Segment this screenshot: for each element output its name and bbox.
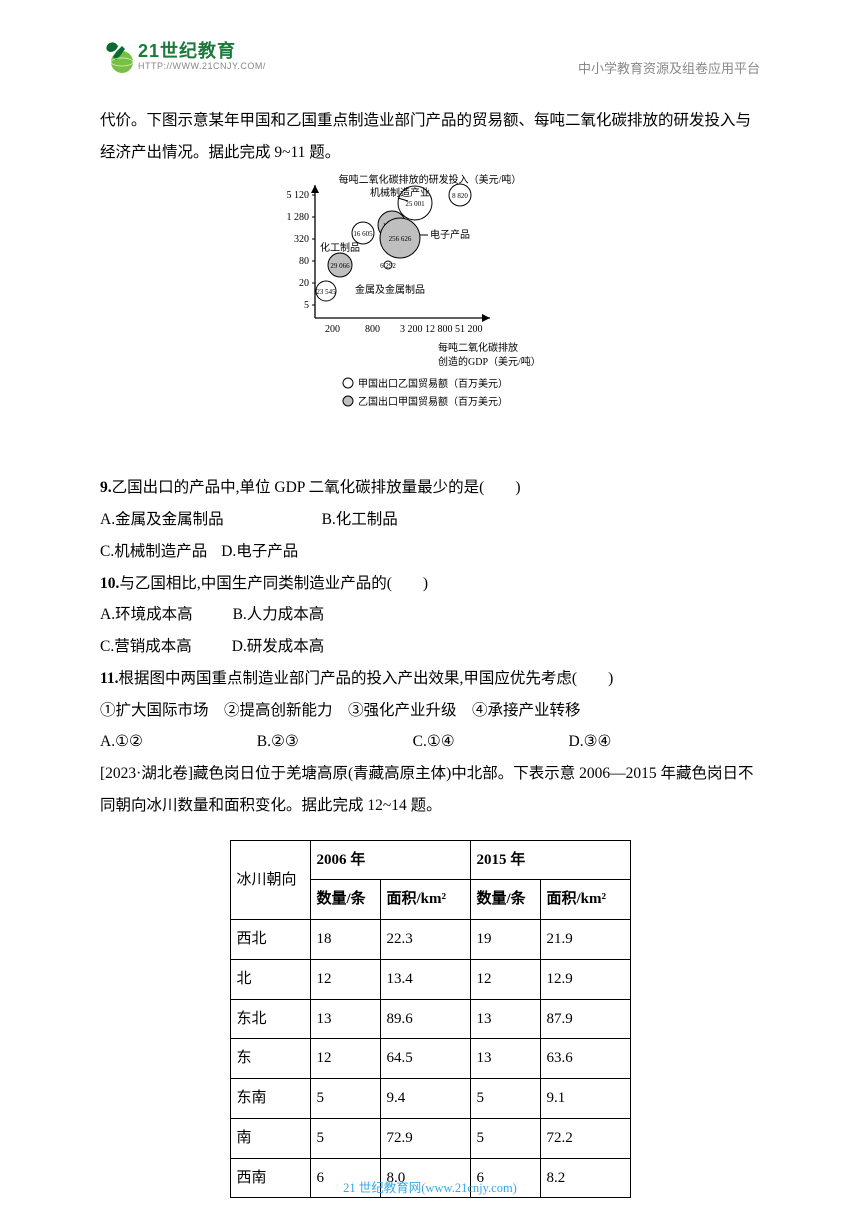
intro-text: 代价。下图示意某年甲国和乙国重点制造业部门产品的贸易额、每吨二氧化碳排放的研发投… — [100, 105, 760, 169]
svg-text:创造的GDP（美元/吨）: 创造的GDP（美元/吨） — [438, 355, 541, 368]
q11-A[interactable]: A.①② — [100, 733, 143, 750]
site-logo: 21世纪教育 HTTP://WWW.21CNJY.COM/ — [100, 38, 266, 74]
q10-A[interactable]: A.环境成本高 — [100, 606, 193, 623]
svg-text:29 066: 29 066 — [330, 262, 350, 270]
q9-stem: 9.乙国出口的产品中,单位 GDP 二氧化碳排放量最少的是( ) — [100, 472, 760, 504]
q11-opts-line: ①扩大国际市场 ②提高创新能力 ③强化产业升级 ④承接产业转移 — [100, 695, 760, 727]
logo-icon — [100, 38, 136, 74]
q10-CD: C.营销成本高 D.研发成本高 — [100, 631, 760, 663]
intro2-text: [2023·湖北卷]藏色岗日位于羌塘高原(青藏高原主体)中北部。下表示意 200… — [100, 758, 760, 822]
svg-text:每吨二氧化碳排放的研发投入（美元/吨）: 每吨二氧化碳排放的研发投入（美元/吨） — [339, 173, 522, 186]
table-row: 东北1389.61387.9 — [230, 999, 630, 1039]
table-row: 南572.9572.2 — [230, 1118, 630, 1158]
svg-text:金属及金属制品: 金属及金属制品 — [355, 283, 425, 296]
q11-C[interactable]: C.①④ — [413, 733, 455, 750]
header-subtitle: 中小学教育资源及组卷应用平台 — [578, 58, 760, 77]
q9-B[interactable]: B.化工制品 — [322, 511, 398, 528]
table-row: 东1264.51363.6 — [230, 1039, 630, 1079]
table-row: 东南59.459.1 — [230, 1079, 630, 1119]
svg-text:256 626: 256 626 — [389, 235, 412, 243]
svg-text:电子产品: 电子产品 — [430, 228, 470, 241]
svg-text:每吨二氧化碳排放: 每吨二氧化碳排放 — [438, 341, 518, 354]
page-content: 代价。下图示意某年甲国和乙国重点制造业部门产品的贸易额、每吨二氧化碳排放的研发投… — [100, 105, 760, 1198]
chart-svg: 每吨二氧化碳排放的研发投入（美元/吨） 5 120 1 280 320 80 20 5 200… — [260, 173, 600, 453]
svg-text:3 200 12 800 51 200: 3 200 12 800 51 200 — [400, 324, 483, 335]
page-header: 21世纪教育 HTTP://WWW.21CNJY.COM/ 中小学教育资源及组卷… — [0, 0, 860, 90]
q11-D[interactable]: D.③④ — [569, 733, 612, 750]
table-row: 北1213.41212.9 — [230, 959, 630, 999]
q9-C[interactable]: C.机械制造产品 — [100, 543, 207, 560]
q9-A[interactable]: A.金属及金属制品 — [100, 511, 224, 528]
logo-text: 21世纪教育 HTTP://WWW.21CNJY.COM/ — [138, 42, 266, 71]
q11-ABCD: A.①② B.②③ C.①④ D.③④ — [100, 726, 760, 758]
chart-container: 每吨二氧化碳排放的研发投入（美元/吨） 5 120 1 280 320 80 20 5 200… — [100, 173, 760, 465]
q10-B[interactable]: B.人力成本高 — [233, 606, 325, 623]
svg-text:8 820: 8 820 — [452, 192, 468, 200]
q10-C[interactable]: C.营销成本高 — [100, 638, 192, 655]
q9-optA: A.金属及金属制品 B.化工制品 — [100, 504, 760, 536]
svg-text:机械制造产业: 机械制造产业 — [370, 186, 430, 199]
logo-url: HTTP://WWW.21CNJY.COM/ — [138, 62, 266, 71]
svg-text:25 001: 25 001 — [405, 200, 425, 208]
glacier-table: 冰川朝向2006 年2015 年数量/条面积/km²数量/条面积/km²西北18… — [230, 840, 631, 1199]
svg-text:320: 320 — [294, 234, 309, 245]
svg-text:化工制品: 化工制品 — [320, 241, 360, 254]
svg-text:5 120: 5 120 — [287, 190, 310, 201]
q9-D[interactable]: D.电子产品 — [221, 543, 298, 560]
footer-text: 21 世纪教育网(www.21cnjy.com) — [343, 1181, 517, 1195]
logo-cn: 21世纪教育 — [138, 42, 266, 60]
svg-text:1 280: 1 280 — [287, 212, 310, 223]
svg-text:16 605: 16 605 — [353, 230, 373, 238]
q10-stem-text: 与乙国相比,中国生产同类制造业产品的( ) — [119, 575, 428, 592]
q10-D[interactable]: D.研发成本高 — [232, 638, 325, 655]
table-row: 西北1822.31921.9 — [230, 920, 630, 960]
svg-text:5: 5 — [304, 300, 309, 311]
scatter-chart: 每吨二氧化碳排放的研发投入（美元/吨） 5 120 1 280 320 80 20 5 200… — [260, 173, 600, 465]
q9-optCD: C.机械制造产品 D.电子产品 — [100, 536, 760, 568]
svg-text:甲国出口乙国贸易额（百万美元）: 甲国出口乙国贸易额（百万美元） — [358, 377, 508, 390]
svg-text:800: 800 — [365, 324, 380, 335]
svg-text:20: 20 — [299, 278, 309, 289]
svg-text:80: 80 — [299, 256, 309, 267]
svg-text:乙国出口甲国贸易额（百万美元）: 乙国出口甲国贸易额（百万美元） — [358, 395, 508, 408]
page-footer: 21 世纪教育网(www.21cnjy.com) — [0, 1177, 860, 1196]
svg-text:6 292: 6 292 — [380, 262, 396, 270]
svg-text:23 545: 23 545 — [316, 288, 336, 296]
q10-stem: 10.与乙国相比,中国生产同类制造业产品的( ) — [100, 568, 760, 600]
q11-stem: 11.根据图中两国重点制造业部门产品的投入产出效果,甲国应优先考虑( ) — [100, 663, 760, 695]
q11-B[interactable]: B.②③ — [257, 733, 299, 750]
glacier-table-wrap: 冰川朝向2006 年2015 年数量/条面积/km²数量/条面积/km²西北18… — [100, 840, 760, 1199]
q10-AB: A.环境成本高 B.人力成本高 — [100, 599, 760, 631]
svg-text:200: 200 — [325, 324, 340, 335]
q11-stem-text: 根据图中两国重点制造业部门产品的投入产出效果,甲国应优先考虑( ) — [119, 670, 614, 687]
q9-stem-text: 乙国出口的产品中,单位 GDP 二氧化碳排放量最少的是( ) — [112, 479, 521, 496]
